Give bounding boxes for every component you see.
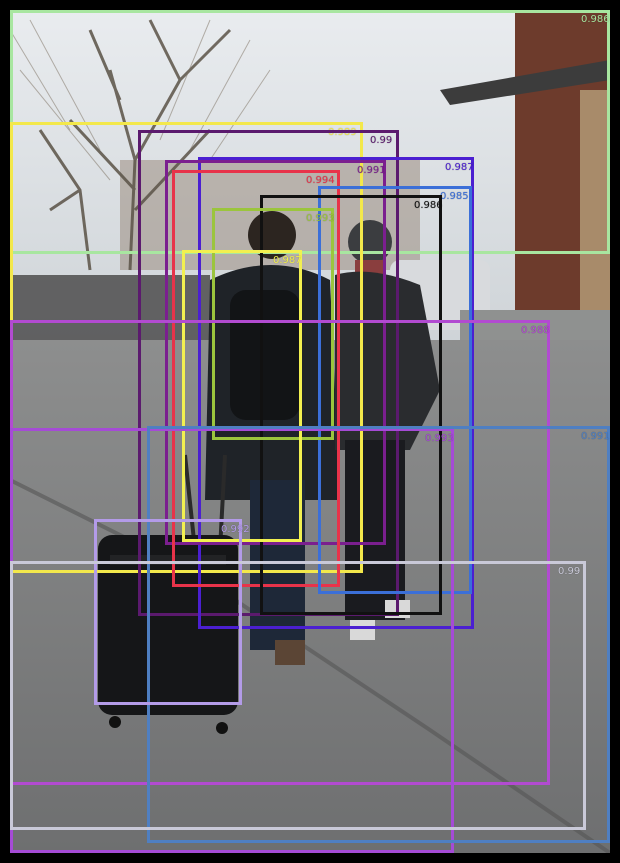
detection-box: 0.992 [94, 519, 250, 705]
detection-score: 0.986 [414, 200, 443, 211]
detection-score: 0.988 [521, 325, 550, 336]
detection-box: 0.994 [172, 170, 340, 587]
detection-score: 0.992 [221, 524, 250, 535]
photo-scene [10, 10, 610, 853]
rolling-suitcase [98, 454, 238, 734]
tree-canopy [10, 19, 271, 181]
detection-score: 0.991 [357, 165, 386, 176]
building-awning [440, 60, 610, 105]
detection-score: 0.986 [581, 14, 610, 25]
detection-score: 0.991 [581, 431, 610, 442]
detection-box: 0.991 [147, 426, 610, 843]
detection-score: 0.985 [440, 191, 469, 202]
detection-box: 0.99 [10, 561, 586, 830]
curb-line [10, 478, 610, 853]
detection-box: 0.985 [318, 186, 472, 594]
detection-score: 0.99 [370, 135, 393, 146]
detection-box: 0.993 [212, 208, 335, 440]
detection-score: 0.993 [306, 213, 335, 224]
detection-score: 0.994 [306, 175, 335, 186]
detection-score: 0.993 [425, 433, 454, 444]
detection-score: 0.99 [558, 566, 581, 577]
detection-box: 0.986 [260, 195, 443, 615]
detection-score: 0.987 [445, 162, 474, 173]
detection-box: 0.991 [165, 160, 386, 545]
building-door [580, 90, 610, 310]
detection-box: 0.987 [182, 250, 302, 542]
detection-box: 0.987 [198, 157, 474, 629]
sidewalk [10, 340, 610, 853]
street-photo [10, 10, 610, 853]
detection-score: 0.987 [273, 255, 302, 266]
